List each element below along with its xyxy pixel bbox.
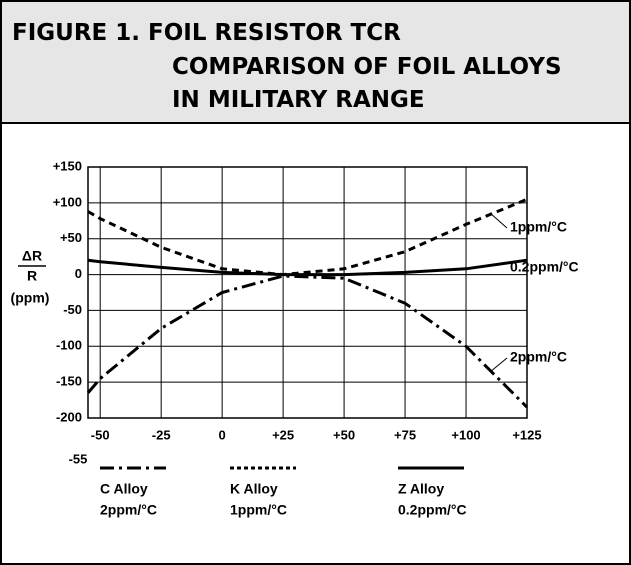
curve-annotation: 2ppm/°C [510, 349, 567, 365]
y-tick-label: -150 [56, 374, 82, 389]
legend-label: K Alloy [230, 481, 278, 497]
x-tick-label: +100 [451, 427, 480, 442]
x-tick-label: -55 [69, 451, 88, 466]
y-tick-label: 0 [75, 266, 82, 281]
curve [86, 274, 529, 409]
x-tick-label: +25 [272, 427, 294, 442]
title-line: FIGURE 1. FOIL RESISTOR TCR [12, 20, 401, 46]
y-tick-label: +150 [53, 158, 82, 173]
legend-note: 0.2ppm/°C [398, 502, 467, 518]
title-line: IN MILITARY RANGE [172, 87, 425, 113]
y-tick-label: -200 [56, 409, 82, 424]
y-tick-label: -100 [56, 338, 82, 353]
legend-label: Z Alloy [398, 481, 444, 497]
legend-note: 1ppm/°C [230, 502, 287, 518]
x-tick-label: 0 [219, 427, 226, 442]
leader-line [489, 357, 508, 373]
x-tick-label: +50 [333, 427, 355, 442]
x-tick-label: +125 [512, 427, 541, 442]
y-tick-label: +100 [53, 194, 82, 209]
curve-annotation: 0.2ppm/°C [510, 259, 579, 275]
legend-label: C Alloy [100, 481, 148, 497]
title-line: COMPARISON OF FOIL ALLOYS [172, 54, 562, 80]
y-tick-label: -50 [63, 302, 82, 317]
leader-line [489, 212, 508, 229]
header [0, 0, 631, 124]
x-tick-label: -25 [152, 427, 171, 442]
y-label-denominator: R [27, 268, 37, 284]
x-tick-label: +75 [394, 427, 416, 442]
curve-annotation: 1ppm/°C [510, 219, 567, 235]
y-label-numerator: ΔR [22, 248, 42, 264]
curve [87, 258, 528, 277]
legend-note: 2ppm/°C [100, 502, 157, 518]
y-tick-label: +50 [60, 230, 82, 245]
x-tick-label: -50 [91, 427, 110, 442]
y-label-unit: (ppm) [11, 290, 50, 306]
plot-border [87, 166, 528, 419]
